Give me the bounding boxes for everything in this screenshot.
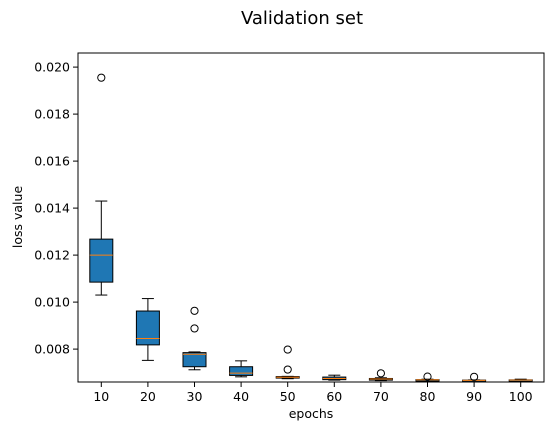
boxes-group xyxy=(89,73,533,383)
box-10 xyxy=(89,73,114,296)
box-50 xyxy=(275,345,300,380)
x-tick-label: 70 xyxy=(373,389,389,404)
x-axis-label: epochs xyxy=(289,406,334,421)
y-tick-label: 0.016 xyxy=(34,154,70,169)
x-tick-label: 20 xyxy=(140,389,156,404)
outlier-point xyxy=(470,372,479,381)
x-tick-label: 50 xyxy=(280,389,296,404)
x-tick-label: 90 xyxy=(466,389,482,404)
box-body xyxy=(89,238,114,283)
outlier-point xyxy=(190,306,199,315)
x-tick-label: 60 xyxy=(326,389,342,404)
box-body xyxy=(229,366,254,376)
box-70 xyxy=(368,369,393,382)
outlier-point xyxy=(190,324,199,333)
outlier-point xyxy=(283,345,292,354)
x-tick-label: 80 xyxy=(420,389,436,404)
box-80 xyxy=(415,372,440,382)
x-tick-label: 10 xyxy=(93,389,109,404)
plot-area-frame xyxy=(77,52,545,383)
outlier-point xyxy=(376,369,385,378)
y-tick-label: 0.010 xyxy=(34,295,70,310)
y-tick-label: 0.018 xyxy=(34,107,70,122)
y-axis: 0.008 0.010 0.012 0.014 0.016 0.018 0.020 xyxy=(34,60,78,357)
box-30 xyxy=(182,306,207,371)
box-body xyxy=(182,352,207,368)
x-tick-label: 40 xyxy=(233,389,249,404)
outlier-point xyxy=(283,365,292,374)
y-tick-label: 0.020 xyxy=(34,60,70,75)
chart-title: Validation set xyxy=(241,8,363,29)
y-tick-label: 0.014 xyxy=(34,201,70,216)
box-100 xyxy=(508,378,533,382)
x-tick-label: 30 xyxy=(187,389,203,404)
y-axis-label: loss value xyxy=(10,186,25,249)
box-body xyxy=(135,310,160,346)
x-tick-label: 100 xyxy=(509,389,533,404)
y-tick-label: 0.012 xyxy=(34,248,70,263)
outlier-point xyxy=(97,73,106,82)
box-40 xyxy=(229,360,254,378)
y-tick-label: 0.008 xyxy=(34,342,70,357)
x-axis: 10 20 30 40 50 60 70 80 90 100 xyxy=(93,382,533,404)
box-20 xyxy=(135,298,160,361)
box-90 xyxy=(462,372,487,383)
box-60 xyxy=(322,374,347,381)
outlier-point xyxy=(423,372,432,381)
